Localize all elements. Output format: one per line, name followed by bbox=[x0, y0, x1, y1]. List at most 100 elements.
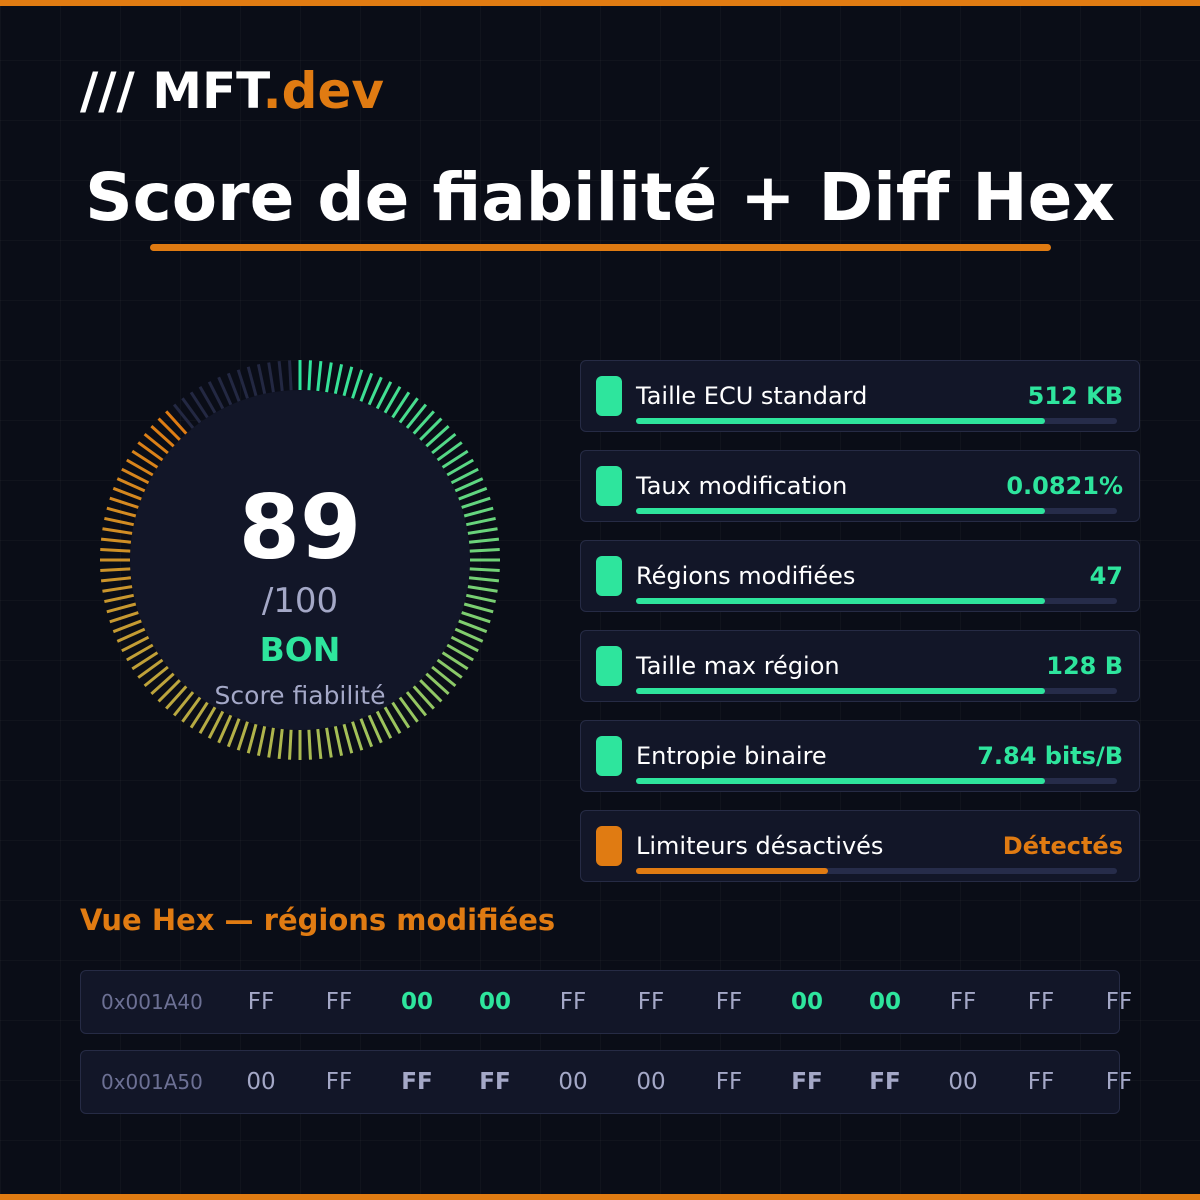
gauge-tick-empty bbox=[181, 397, 202, 424]
logo-name: MFT bbox=[152, 62, 263, 120]
gauge-tick-filled bbox=[441, 651, 469, 671]
status-chip bbox=[596, 376, 622, 416]
gauge-tick-filled bbox=[316, 360, 323, 392]
metric-card-binary-entropy: Entropie binaire 7.84 bits/B bbox=[580, 720, 1140, 792]
gauge-tick-filled bbox=[351, 369, 364, 399]
hex-byte: FF bbox=[637, 989, 665, 1015]
bottom-accent-bar bbox=[0, 1194, 1200, 1200]
top-accent-bar bbox=[0, 0, 1200, 6]
hex-byte: FF bbox=[559, 989, 587, 1015]
metric-progress-track bbox=[636, 868, 1117, 874]
metric-value: Détectés bbox=[1002, 832, 1123, 860]
hex-view-title: Vue Hex — régions modifiées bbox=[80, 903, 556, 937]
hex-address: 0x001A50 bbox=[101, 1070, 203, 1094]
gauge-tick-filled bbox=[102, 585, 133, 593]
gauge-tick-filled bbox=[104, 516, 135, 527]
metric-label: Taille ECU standard bbox=[636, 382, 868, 410]
gauge-tick-filled bbox=[112, 619, 142, 634]
hex-byte: FF bbox=[715, 989, 743, 1015]
page-title: Score de fiabilité + Diff Hex bbox=[85, 159, 1115, 236]
hex-byte: FF bbox=[1105, 989, 1133, 1015]
hex-byte: 00 bbox=[636, 1069, 666, 1095]
gauge-tick-filled bbox=[267, 727, 275, 758]
metric-progress-track bbox=[636, 598, 1117, 604]
metric-progress-fill bbox=[636, 508, 1045, 514]
gauge-tick-filled bbox=[157, 417, 181, 441]
gauge-tick-filled bbox=[391, 391, 411, 419]
gauge-tick-filled bbox=[256, 725, 267, 756]
hex-byte-modified: FF bbox=[791, 1069, 823, 1095]
status-chip bbox=[596, 826, 622, 866]
hex-byte: FF bbox=[949, 989, 977, 1015]
gauge-tick-empty bbox=[277, 360, 284, 392]
gauge-tick-filled bbox=[469, 567, 500, 572]
gauge-tick-empty bbox=[288, 360, 293, 391]
gauge-tick-filled bbox=[446, 458, 474, 477]
metric-label: Régions modifiées bbox=[636, 562, 856, 590]
gauge-tick-filled bbox=[121, 467, 150, 485]
gauge-tick-filled bbox=[450, 467, 479, 485]
gauge-tick-filled bbox=[454, 477, 484, 493]
gauge-tick-filled bbox=[325, 727, 333, 758]
gauge-tick-filled bbox=[342, 723, 354, 754]
gauge-rating-label: BON bbox=[259, 630, 341, 669]
gauge-tick-filled bbox=[100, 567, 131, 572]
gauge-score-max: /100 bbox=[261, 581, 339, 621]
metric-progress-track bbox=[636, 778, 1117, 784]
gauge-tick-filled bbox=[436, 441, 463, 462]
hex-row: 0x001A40 FF FF 00 00 FF FF FF 00 00 FF FF FF bbox=[80, 970, 1132, 1034]
gauge-tick-filled bbox=[288, 729, 293, 760]
hex-byte: FF bbox=[325, 1069, 353, 1095]
gauge-tick-filled bbox=[412, 685, 435, 710]
gauge-tick-filled bbox=[307, 729, 312, 760]
gauge-caption: Score fiabilité bbox=[214, 681, 386, 710]
hex-byte-modified: 00 bbox=[400, 989, 433, 1015]
metric-progress-track bbox=[636, 508, 1117, 514]
gauge-tick-filled bbox=[398, 397, 419, 424]
gauge-tick-filled bbox=[454, 627, 484, 643]
gauge-tick-filled bbox=[316, 728, 323, 760]
gauge-tick-filled bbox=[106, 602, 137, 614]
metric-label: Taille max région bbox=[636, 652, 840, 680]
gauge-tick-empty bbox=[267, 362, 275, 393]
metric-card-max-region-size: Taille max région 128 B bbox=[580, 630, 1140, 702]
gauge-tick-filled bbox=[165, 685, 188, 710]
gauge-tick-filled bbox=[333, 364, 344, 395]
status-chip bbox=[596, 646, 622, 686]
gauge-tick-filled bbox=[461, 611, 491, 624]
gauge-tick-filled bbox=[463, 602, 494, 614]
gauge-tick-filled bbox=[157, 679, 181, 703]
logo-tld: .dev bbox=[262, 62, 384, 120]
gauge-tick-filled bbox=[277, 728, 284, 760]
gauge-tick-filled bbox=[405, 691, 428, 717]
hex-byte-modified: FF bbox=[479, 1069, 511, 1095]
gauge-tick-filled bbox=[100, 576, 132, 583]
gauge-tick-filled bbox=[236, 721, 249, 751]
gauge-tick-filled bbox=[217, 714, 233, 744]
title-underline bbox=[150, 244, 1051, 251]
gauge-tick-filled bbox=[104, 593, 135, 604]
gauge-tick-filled bbox=[137, 658, 164, 679]
gauge-tick-filled bbox=[436, 658, 463, 679]
hex-byte-modified: 00 bbox=[478, 989, 511, 1015]
hex-byte: 00 bbox=[948, 1069, 978, 1095]
reliability-gauge bbox=[100, 360, 500, 760]
gauge-tick-empty bbox=[172, 403, 195, 429]
metric-progress-track bbox=[636, 418, 1117, 424]
gauge-tick-filled bbox=[351, 721, 364, 751]
gauge-tick-filled bbox=[405, 403, 428, 429]
gauge-tick-filled bbox=[425, 672, 450, 695]
metric-card-modified-regions: Régions modifiées 47 bbox=[580, 540, 1140, 612]
gauge-tick-filled bbox=[431, 665, 457, 688]
gauge-ring bbox=[100, 360, 500, 760]
gauge-tick-empty bbox=[217, 376, 233, 406]
gauge-tick-empty bbox=[226, 372, 241, 402]
gauge-tick-filled bbox=[469, 548, 500, 553]
gauge-tick-filled bbox=[131, 651, 159, 671]
gauge-tick-filled bbox=[342, 366, 354, 397]
metric-label: Limiteurs désactivés bbox=[636, 832, 884, 860]
hex-byte-modified: 00 bbox=[790, 989, 823, 1015]
gauge-tick-empty bbox=[256, 364, 267, 395]
gauge-tick-filled bbox=[463, 506, 494, 518]
gauge-face bbox=[130, 390, 470, 730]
